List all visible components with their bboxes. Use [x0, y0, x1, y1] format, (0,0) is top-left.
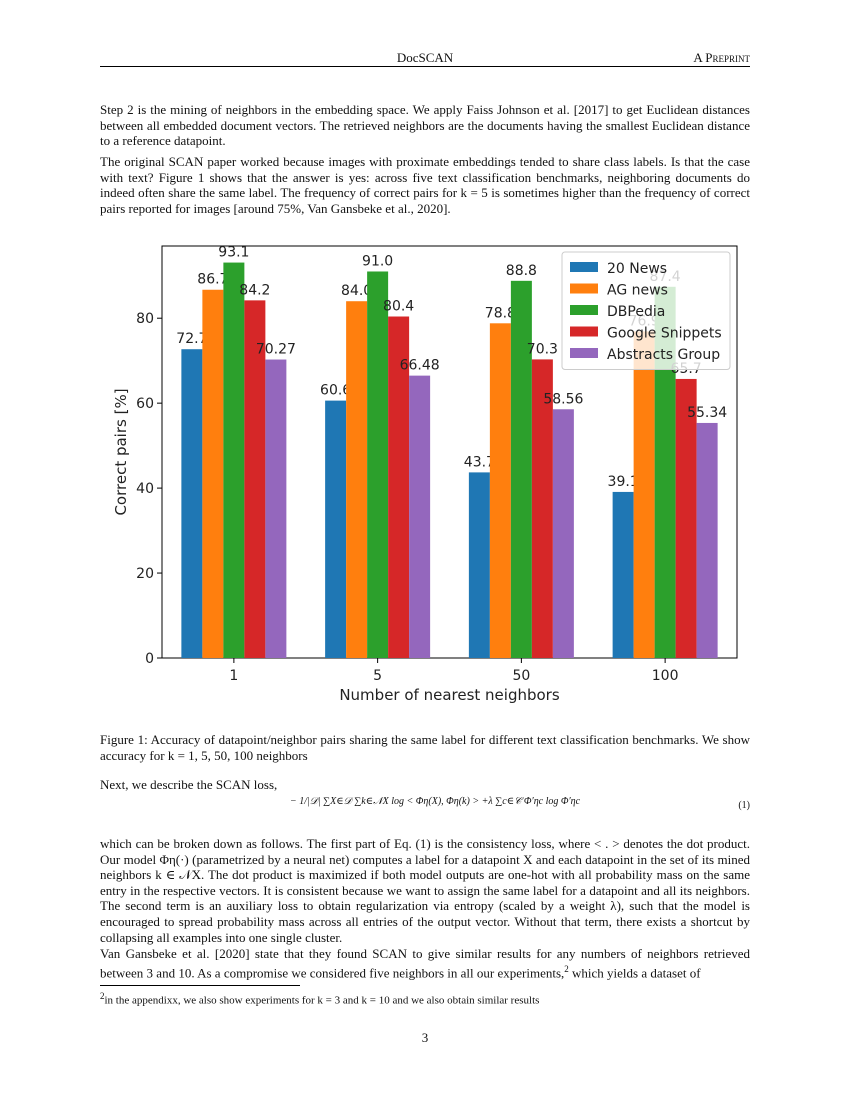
bar: [181, 349, 203, 658]
y-tick-label: 40: [136, 481, 154, 497]
bar-value-label: 80.4: [383, 299, 414, 315]
legend-swatch: [570, 262, 598, 272]
paragraph-neighbor-mining: Step 2 is the mining of neighbors in the…: [100, 102, 750, 149]
bar: [468, 472, 490, 658]
bar-value-label: 84.2: [239, 282, 270, 298]
bar-value-label: 84.0: [341, 283, 372, 299]
footnote-reference[interactable]: 2: [564, 963, 569, 974]
x-tick-label: 100: [652, 668, 679, 684]
header-rule: [100, 66, 750, 67]
bar-value-label: 70.3: [527, 341, 558, 357]
footnote-rule: [100, 985, 300, 986]
bar: [696, 422, 718, 658]
paragraph-neighbor-count-end: which yields a dataset of: [568, 964, 701, 980]
footnote-text: in the appendixx, we also show experimen…: [104, 994, 540, 1007]
scan-loss-equation: − 1/|𝒟| ∑X∈𝒟 ∑k∈𝒩X log < Φη(X), Φη(k) > …: [290, 796, 580, 807]
bar: [409, 375, 431, 658]
bar-value-label: 66.48: [400, 358, 440, 374]
figure-caption: Figure 1: Accuracy of datapoint/neighbor…: [100, 732, 750, 763]
bar: [244, 300, 266, 658]
bar-value-label: 91.0: [362, 253, 393, 269]
legend-swatch: [570, 305, 598, 315]
bar: [265, 359, 287, 658]
footnote-mark: 2: [100, 991, 105, 1001]
paragraph-neighbor-count-text: Van Gansbeke et al. [2020] state that th…: [100, 946, 750, 980]
equation-text: − 1/|𝒟| ∑X∈𝒟 ∑k∈𝒩X log < Φη(X), Φη(k) > …: [290, 796, 581, 807]
legend-swatch: [570, 283, 598, 294]
paragraph-loss-breakdown: which can be broken down as follows. The…: [100, 836, 750, 945]
y-tick-label: 80: [136, 311, 154, 327]
legend-label: 20 News: [607, 261, 667, 277]
y-tick-label: 0: [145, 651, 154, 667]
y-tick-label: 20: [136, 566, 154, 582]
bar-value-label: 58.56: [543, 391, 583, 407]
preprint-tag: A Preprint: [693, 50, 750, 65]
bar-value-label: 43.7: [464, 454, 495, 470]
legend-label: DBPedia: [607, 304, 665, 320]
bar-value-label: 55.34: [687, 405, 727, 421]
y-axis-label: Correct pairs [%]: [112, 388, 130, 515]
bar-value-label: 60.6: [320, 383, 351, 399]
bar: [654, 286, 676, 658]
x-tick-label: 1: [229, 668, 238, 684]
equation-number: (1): [738, 800, 750, 811]
plot-frame: [161, 245, 738, 659]
legend-label: AG news: [607, 283, 668, 299]
running-title: DocSCAN: [396, 50, 454, 65]
bar-value-label: 70.27: [256, 342, 296, 358]
legend-box: [561, 251, 731, 370]
bar: [633, 331, 655, 658]
paragraph-neighbor-count: Van Gansbeke et al. [2020] state that th…: [100, 946, 750, 981]
footnote: 2in the appendixx, we also show experime…: [100, 990, 750, 1008]
bar: [367, 271, 389, 658]
figure-1-chart: 0 20 40 60 80 72.7 86.7 93.1 84.2 70.27 1 60.6 84.0 9…: [100, 236, 750, 710]
legend-label: Google Snippets: [607, 326, 722, 342]
legend-swatch: [570, 348, 598, 358]
bar: [510, 280, 532, 658]
paragraph-scan-loss-intro: Next, we describe the SCAN loss,: [100, 777, 278, 792]
bar: [489, 323, 511, 658]
bar-value-label: 78.8: [485, 305, 516, 321]
bar: [531, 359, 553, 658]
bar: [388, 316, 410, 658]
y-tick-label: 60: [136, 396, 154, 412]
bar: [675, 378, 697, 658]
x-tick-label: 5: [373, 668, 382, 684]
bar-value-label: 39.1: [608, 474, 639, 490]
bar: [552, 409, 574, 658]
bar: [612, 491, 634, 658]
bar-chart: 0 20 40 60 80 72.7 86.7 93.1 84.2 70.27 1 60.6 84.0 9…: [112, 245, 738, 704]
page-number: 3: [421, 1030, 429, 1045]
bar: [325, 400, 347, 658]
legend-swatch: [570, 326, 598, 337]
x-axis-label: Number of nearest neighbors: [339, 686, 560, 704]
bar-value-label: 88.8: [506, 263, 537, 279]
bar-value-label: 72.7: [176, 331, 207, 347]
legend-label: Abstracts Group: [607, 347, 720, 363]
bar: [223, 262, 245, 658]
paragraph-scan-motivation: The original SCAN paper worked because i…: [100, 154, 750, 216]
bar-value-label: 86.7: [197, 272, 228, 288]
bar: [202, 289, 224, 658]
x-tick-label: 50: [512, 668, 530, 684]
bar-value-label: 93.1: [218, 245, 249, 261]
bar: [346, 301, 368, 658]
